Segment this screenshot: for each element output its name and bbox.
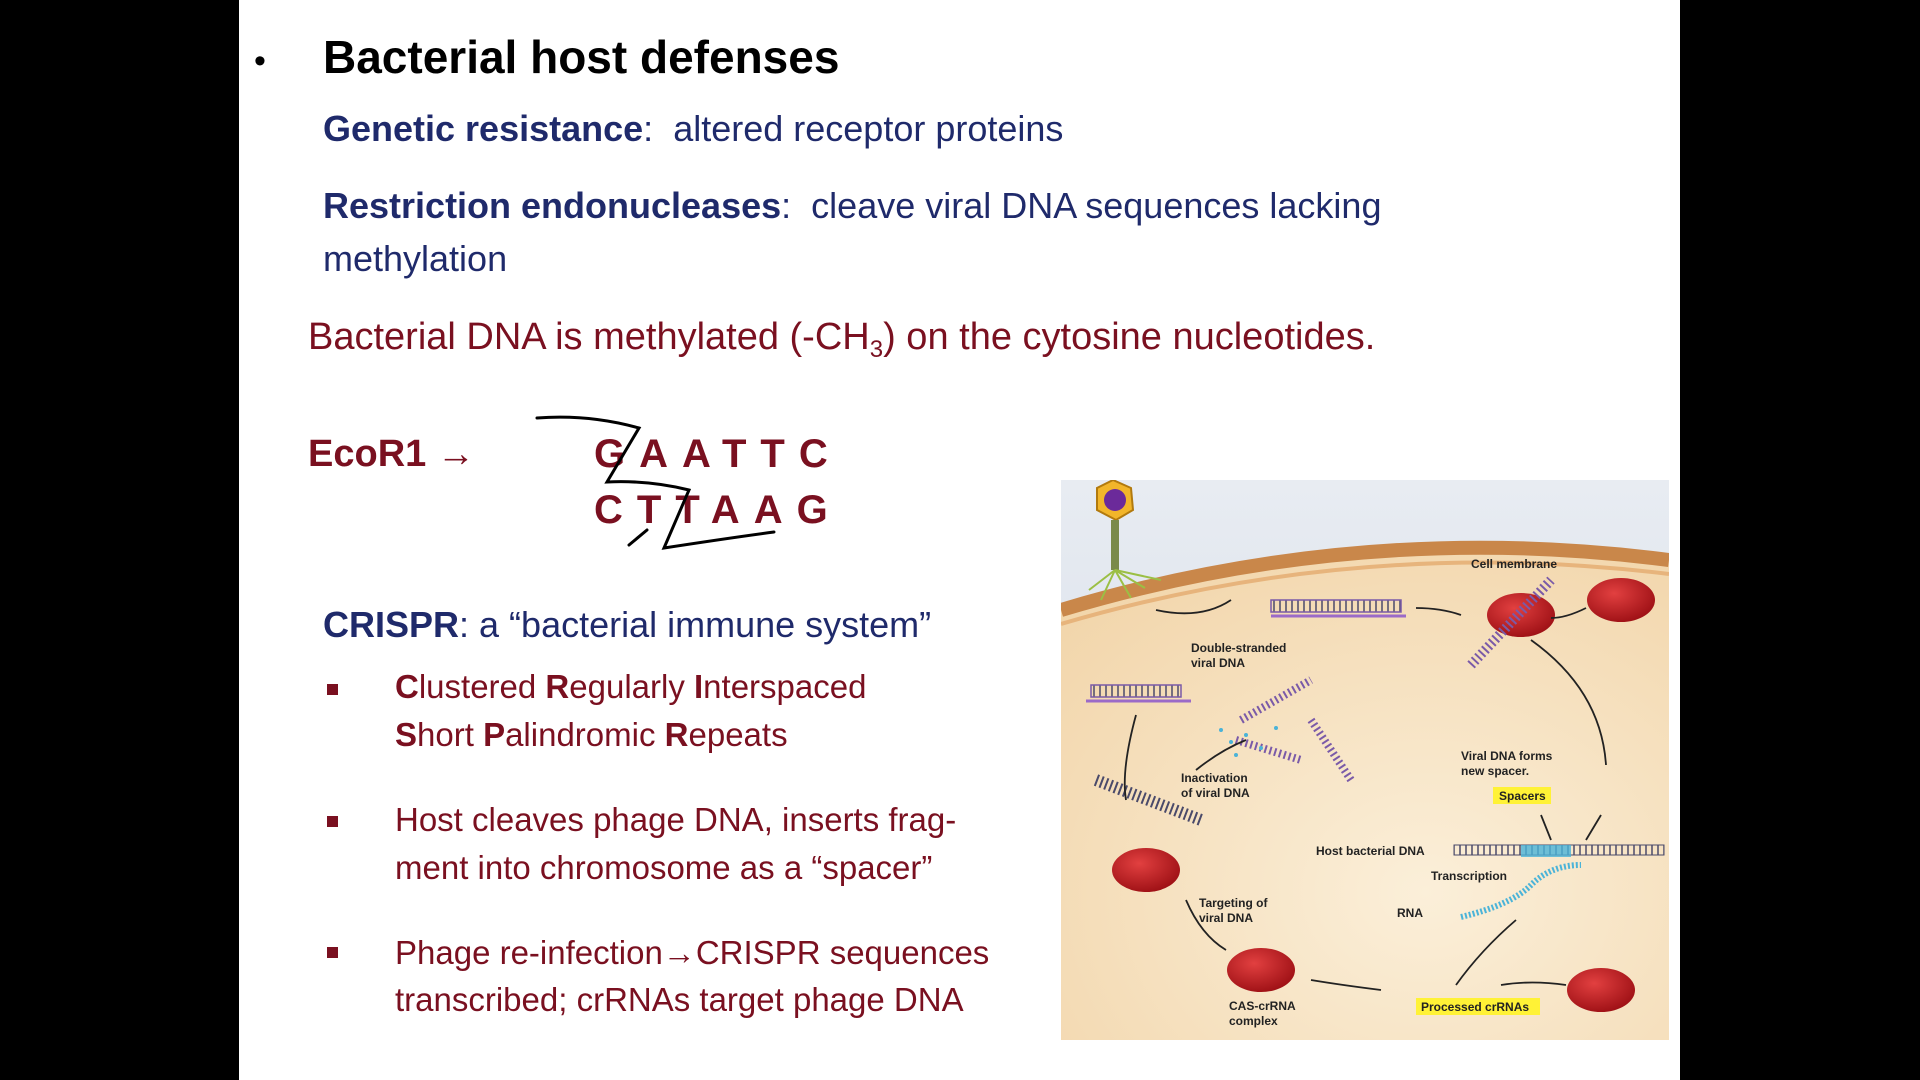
degraded-dna-fragments xyxy=(1219,726,1278,757)
crispr-bullet-3-line-2: transcribed; crRNAs target phage DNA xyxy=(395,981,964,1018)
word-part: epeats xyxy=(688,716,788,753)
cut-site-annotation xyxy=(535,415,776,550)
nucleotide: G xyxy=(796,488,842,532)
word-part: egularly xyxy=(569,668,694,705)
nucleotide: T xyxy=(675,488,711,532)
right-arrow-icon: → xyxy=(436,433,475,475)
methyl-subscript: 3 xyxy=(869,336,884,363)
restriction-line-2: methylation xyxy=(323,238,508,279)
crispr-bullet-2-line-1: Host cleaves phage DNA, inserts frag- xyxy=(395,801,957,838)
nucleotide: A xyxy=(710,488,754,532)
bullet-square-icon xyxy=(327,947,338,958)
acronym-letter: P xyxy=(483,716,506,753)
label-spacers: Spacers xyxy=(1499,789,1546,803)
acronym-letter: S xyxy=(395,716,418,753)
restriction-line-1: Restriction endonucleases: cleave viral … xyxy=(323,185,1381,227)
word-part: lustered xyxy=(418,668,546,705)
nucleotide: T xyxy=(760,432,799,476)
label-processed-crrnas: Processed crRNAs xyxy=(1421,1000,1529,1014)
cas-crrna-complex-icon xyxy=(1227,948,1295,992)
restriction-term: Restriction endonucleases xyxy=(323,185,782,226)
crispr-diagram: Cell membrane Double-stranded viral DNA … xyxy=(1061,480,1669,1040)
slide-title: Bacterial host defenses xyxy=(323,31,840,83)
acronym-letter: I xyxy=(694,668,704,705)
label-cell-membrane: Cell membrane xyxy=(1471,557,1557,571)
acronym-letter: R xyxy=(664,716,689,753)
cas-protein-icon xyxy=(1567,968,1635,1012)
label-transcription: Transcription xyxy=(1431,869,1507,883)
crispr-heading: CRISPR: a “bacterial immune system” xyxy=(323,604,931,646)
methyl-post: ) on the cytosine nucleotides. xyxy=(883,316,1376,358)
spacers-highlight xyxy=(1493,787,1551,804)
nucleotide: A xyxy=(682,432,722,476)
colon: : xyxy=(643,108,654,149)
handwritten-cut-line xyxy=(535,415,776,550)
label-ds-viral-dna-2: viral DNA xyxy=(1191,656,1245,670)
processed-crrnas-highlight xyxy=(1416,998,1540,1015)
spacer-region xyxy=(1521,845,1571,857)
label-rna: RNA xyxy=(1397,906,1423,920)
label-host-bacterial-dna: Host bacterial DNA xyxy=(1316,844,1425,858)
acronym-letter: C xyxy=(395,668,419,705)
nucleotide: A xyxy=(753,488,797,532)
word-part: hort xyxy=(417,716,484,753)
label-cas-1: CAS-crRNA xyxy=(1229,999,1296,1013)
dna-top-strand: GAATTC xyxy=(594,432,842,477)
cell-membrane-inner xyxy=(1061,560,1669,626)
handwritten-cut-tick xyxy=(627,528,649,547)
pathway-arrows xyxy=(1123,599,1607,991)
label-targeting-1: Targeting of xyxy=(1199,896,1268,910)
bacteriophage-icon xyxy=(1088,480,1162,601)
label-viral-dna-forms-1: Viral DNA forms xyxy=(1461,749,1553,763)
word-part: nterspaced xyxy=(703,668,867,705)
viral-dna-strand-2 xyxy=(1090,684,1182,698)
cell-interior xyxy=(1061,547,1669,1040)
label-ds-viral-dna-1: Double-stranded xyxy=(1191,641,1286,655)
bullet-square-icon xyxy=(327,816,338,827)
crispr-description: : a “bacterial immune system” xyxy=(459,604,932,645)
crispr-bullet-1-line-2: Short Palindromic Repeats xyxy=(395,711,788,759)
word-part: alindromic xyxy=(505,716,665,753)
label-cas-2: complex xyxy=(1229,1014,1278,1028)
nucleotide: T xyxy=(636,488,676,532)
bullet-square-icon xyxy=(327,684,338,695)
slide: • Bacterial host defenses Genetic resist… xyxy=(239,0,1680,1080)
colon: : xyxy=(781,185,792,226)
acronym-letter: R xyxy=(545,668,570,705)
nucleotide: C xyxy=(798,432,842,476)
genetic-resistance-term: Genetic resistance xyxy=(323,108,644,149)
crispr-bullet-1-line-1: Clustered Regularly Interspaced xyxy=(395,663,866,711)
methyl-pre: Bacterial DNA is methylated (-CH xyxy=(308,316,870,358)
genetic-resistance-text: altered receptor proteins xyxy=(673,108,1064,149)
rna-transcript xyxy=(1460,862,1582,920)
viral-dna-strand xyxy=(1270,599,1402,613)
ecor1-label: EcoR1 → xyxy=(308,433,475,476)
cas-protein-icon xyxy=(1587,578,1655,622)
genetic-resistance-line: Genetic resistance: altered receptor pro… xyxy=(323,108,1063,150)
label-viral-dna-forms-2: new spacer. xyxy=(1461,764,1529,778)
ecor1-name: EcoR1 xyxy=(308,433,427,475)
crispr-term: CRISPR xyxy=(323,604,460,645)
nucleotide: C xyxy=(594,488,637,532)
title-bullet: • xyxy=(254,42,266,80)
nucleotide: T xyxy=(721,432,761,476)
dna-bottom-strand: CTTAAG xyxy=(594,488,842,533)
crispr-bullet-2-line-2: ment into chromosome as a “spacer” xyxy=(395,849,933,886)
nucleotide: G xyxy=(594,432,640,476)
restriction-text: cleave viral DNA sequences lacking xyxy=(811,185,1382,226)
label-inactivation-1: Inactivation xyxy=(1181,771,1248,785)
crispr-bullet-3-line-1: Phage re-infection→CRISPR sequences xyxy=(395,934,990,971)
cas-protein-icon xyxy=(1112,848,1180,892)
nucleotide: A xyxy=(639,432,683,476)
label-inactivation-2: of viral DNA xyxy=(1181,786,1250,800)
label-targeting-2: viral DNA xyxy=(1199,911,1253,925)
methylation-statement: Bacterial DNA is methylated (-CH3) on th… xyxy=(308,316,1375,364)
